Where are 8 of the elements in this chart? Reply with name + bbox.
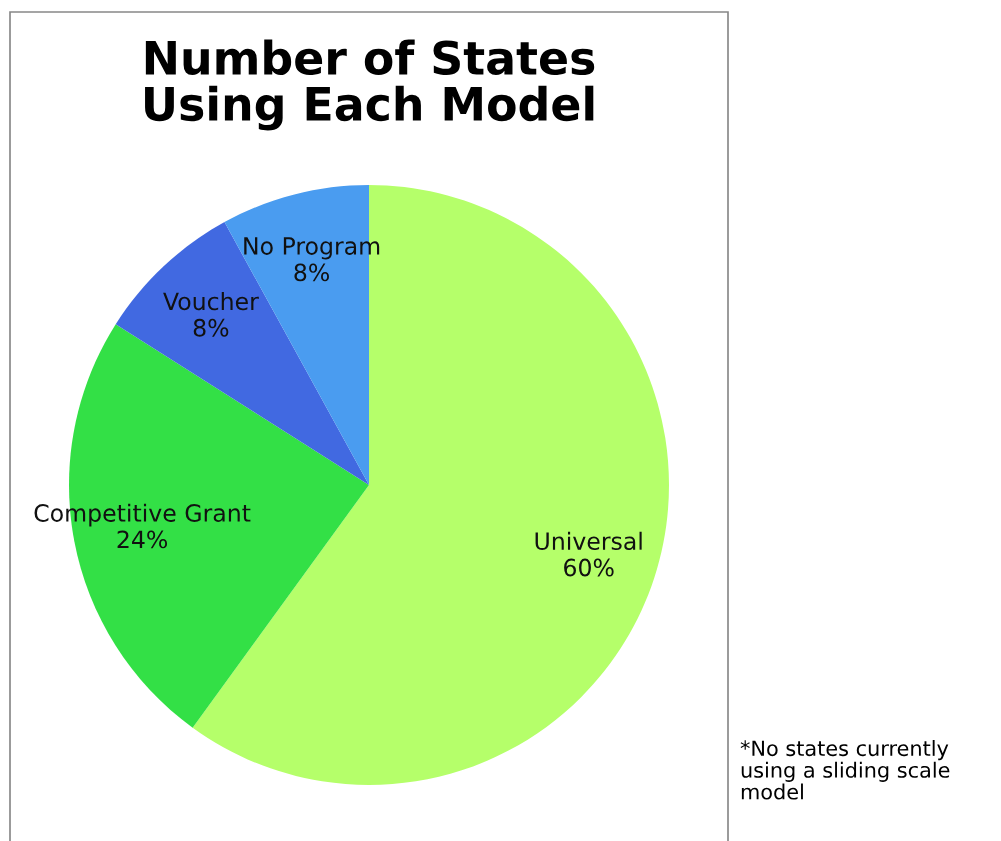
data-label: 8%	[193, 318, 229, 337]
data-label: 60%	[564, 558, 614, 577]
text: *No states currently using a sliding scale model	[740, 740, 950, 800]
data-label: 8%	[294, 263, 329, 282]
data-label: 24%	[117, 530, 168, 549]
slice-label: Universal	[535, 531, 642, 551]
slice-label: Voucher	[163, 291, 259, 311]
chart-title: Number of States Using Each Model	[145, 39, 595, 131]
